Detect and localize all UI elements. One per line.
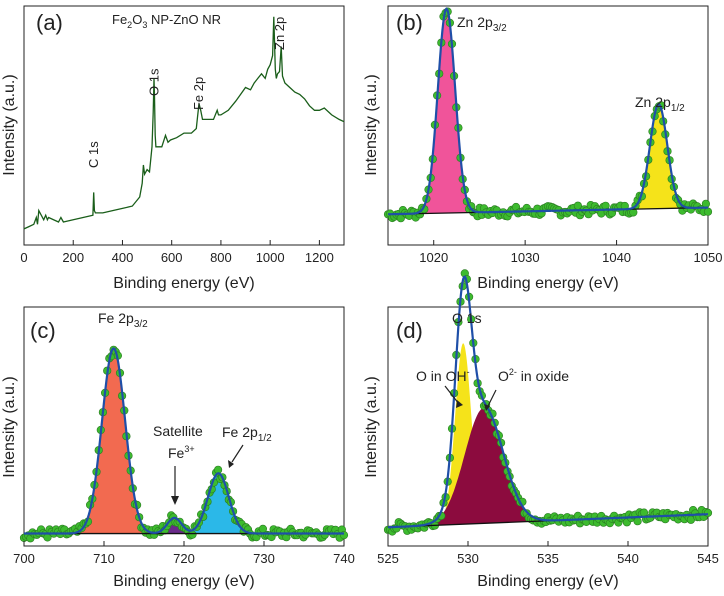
data-point <box>703 508 713 518</box>
peak-label-zn-2p12: Zn 2p1/2 <box>635 94 685 114</box>
x-tick-label: 1020 <box>419 250 448 265</box>
component-peak <box>397 407 571 527</box>
oxide-arrowhead <box>484 404 490 411</box>
panel-d-ylabel: Intensity (a.u.) <box>363 376 380 477</box>
x-tick-label: 1000 <box>256 250 285 265</box>
x-tick-label: 800 <box>210 250 232 265</box>
panel-c-label: (c) <box>30 318 56 343</box>
panel-c-plot <box>19 345 349 543</box>
x-tick-label: 400 <box>112 250 134 265</box>
survey-peak-label: C 1s <box>86 141 101 168</box>
panel-c-ylabel: Intensity (a.u.) <box>1 376 18 477</box>
panel-b-xlabel: Binding energy (eV) <box>477 275 618 292</box>
oh-arrowhead <box>456 400 463 408</box>
data-point <box>633 517 642 526</box>
panel-b-ylabel: Intensity (a.u.) <box>363 74 380 175</box>
x-tick-label: 540 <box>617 551 639 566</box>
x-tick-label: 1030 <box>511 250 540 265</box>
oxide-label: O2- in oxide <box>498 367 569 384</box>
x-tick-label: 535 <box>537 551 559 566</box>
panel-a-plot <box>23 16 345 230</box>
peak-label-fe-2p12: Fe 2p1/2 <box>222 424 272 444</box>
panel-b: 1020 1030 1040 1050 (b) Zn 2p3/2 Zn 2p1/2 B… <box>363 5 722 292</box>
panel-a: 0 200 400 600 800 1000 1200 (a) Fe2O3 NP-ZnO N… <box>1 5 345 292</box>
panel-d-label: (d) <box>396 318 423 343</box>
panel-d-xlabel: Binding energy (eV) <box>477 573 618 590</box>
data-point <box>703 207 713 216</box>
peak-label-o-1s: O 1s <box>452 310 482 326</box>
panel-d-plot <box>383 269 713 536</box>
panel-a-x-ticks: 0 200 400 600 800 1000 1200 <box>20 240 334 265</box>
oh-label: O in OH- <box>416 367 470 384</box>
x-tick-label: 530 <box>457 551 479 566</box>
peak-label-zn-2p32: Zn 2p3/2 <box>457 14 507 34</box>
peak-label-fe-2p32: Fe 2p3/2 <box>98 310 148 330</box>
data-point <box>701 199 711 208</box>
panel-b-x-ticks: 1020 1030 1040 1050 <box>419 240 722 265</box>
survey-peak-label: Zn 2p <box>272 17 287 50</box>
oxide-arrow <box>487 389 497 407</box>
satellite-arrowhead <box>171 496 179 505</box>
x-tick-label: 720 <box>173 551 195 566</box>
survey-line <box>23 16 345 230</box>
x-tick-label: 710 <box>93 551 115 566</box>
x-tick-label: 1050 <box>694 250 723 265</box>
envelope-fit <box>388 7 708 216</box>
x-tick-label: 1200 <box>305 250 334 265</box>
fe-2p12-arrowhead <box>228 460 234 468</box>
panel-a-xlabel: Binding energy (eV) <box>113 275 254 292</box>
panel-c: 700 710 720 730 740 (c) Fe 2p3/2 Fe 2p1/2 Sa… <box>1 306 355 590</box>
panel-a-frame <box>23 5 345 246</box>
panel-b-frame <box>387 5 709 246</box>
fe-2p12-arrow <box>231 444 244 463</box>
x-tick-label: 740 <box>333 551 355 566</box>
panel-a-ylabel: Intensity (a.u.) <box>1 74 18 175</box>
panel-c-xlabel: Binding energy (eV) <box>113 573 254 590</box>
x-tick-label: 700 <box>13 551 35 566</box>
component-peak <box>619 104 698 210</box>
panel-d-x-ticks: 525 530 535 540 545 <box>377 541 719 566</box>
x-tick-label: 730 <box>253 551 275 566</box>
data-point <box>188 530 197 539</box>
x-tick-label: 545 <box>697 551 719 566</box>
survey-peak-label: O 1s <box>146 68 161 96</box>
x-tick-label: 0 <box>20 250 27 265</box>
envelope-fit <box>387 275 708 529</box>
panel-d: 525 530 535 540 545 (d) O 1s O in OH- O2- in… <box>363 269 719 590</box>
envelope-fit <box>24 347 344 535</box>
panel-a-annotations: C 1s O 1s Fe 2p Zn 2p <box>86 17 287 168</box>
survey-peak-label: Fe 2p <box>191 77 206 110</box>
component-peak <box>171 473 266 534</box>
oh-arrow <box>444 385 460 405</box>
x-tick-label: 1040 <box>602 250 631 265</box>
satellite-ion-label: Fe3+ <box>168 444 195 461</box>
component-peak <box>61 348 166 534</box>
satellite-label: Satellite <box>153 423 203 439</box>
panel-a-title: Fe2O3 NP-ZnO NR <box>112 12 221 30</box>
panel-b-plot <box>383 7 713 223</box>
panel-b-label: (b) <box>396 10 423 35</box>
panel-a-label: (a) <box>36 10 63 35</box>
component-peak <box>407 8 486 214</box>
x-tick-label: 600 <box>161 250 183 265</box>
x-tick-label: 525 <box>377 551 399 566</box>
panel-c-x-ticks: 700 710 720 730 740 <box>13 541 355 566</box>
x-tick-label: 200 <box>62 250 84 265</box>
component-peak <box>427 343 500 526</box>
